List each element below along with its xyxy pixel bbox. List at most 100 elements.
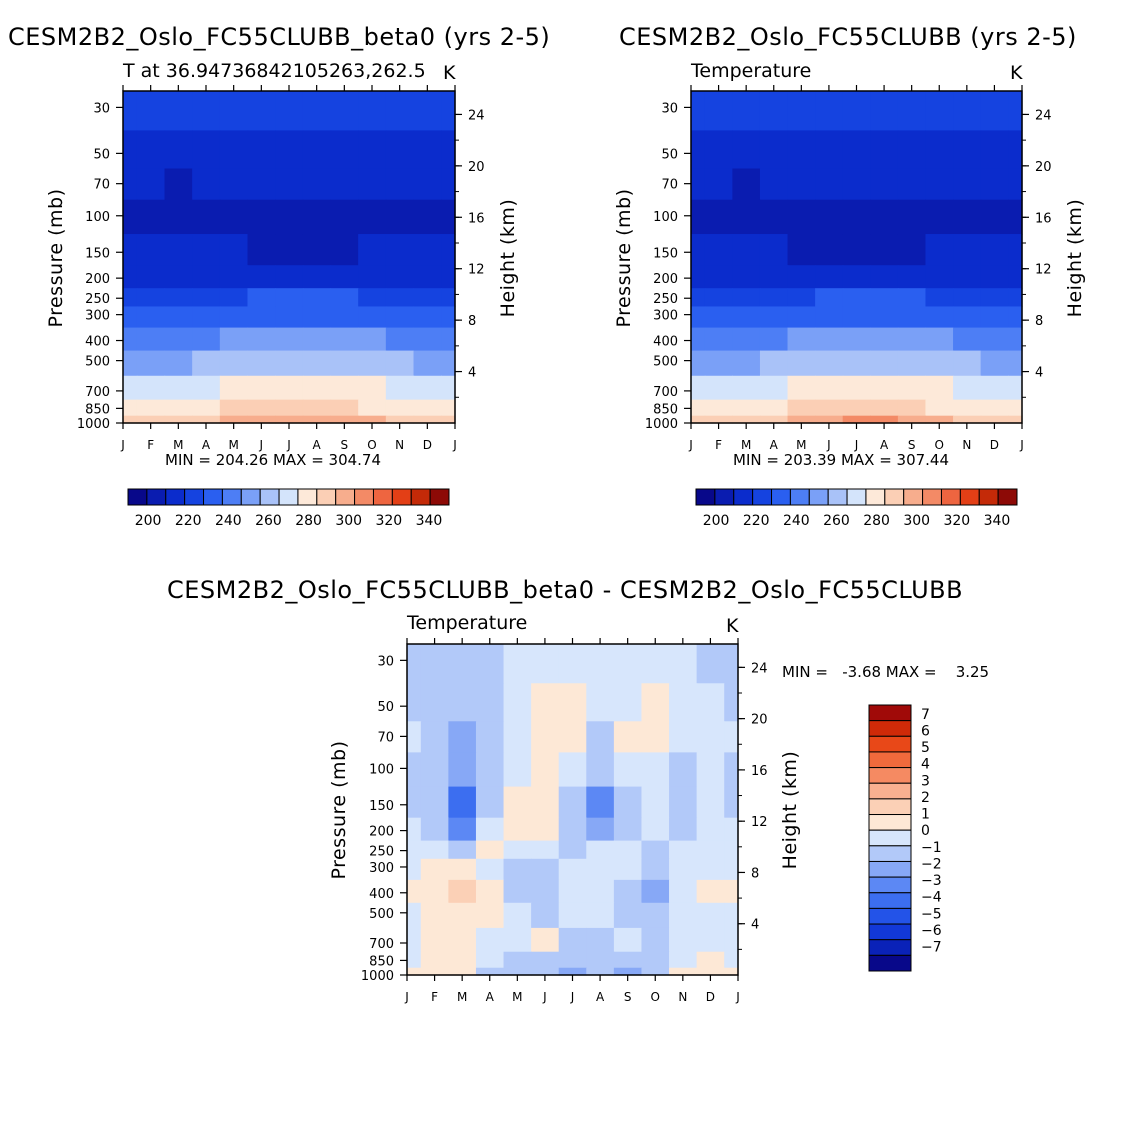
panel2-cell xyxy=(815,234,844,266)
panel3-cell xyxy=(503,840,532,860)
panel1-cell xyxy=(413,234,442,266)
panel1-cell xyxy=(275,234,304,266)
panel3-cell xyxy=(407,879,422,904)
panel2-cell xyxy=(759,288,789,308)
panel2-cell xyxy=(704,265,733,289)
panel2-cell xyxy=(691,350,706,377)
panel3-y2tick-label: 16 xyxy=(751,764,768,779)
panel2-ytick-label: 850 xyxy=(653,402,678,417)
panel2-cell xyxy=(953,350,982,377)
panel3-colorbar-label: −6 xyxy=(921,923,942,939)
panel3-colorbar-box xyxy=(868,720,912,737)
panel3-cell xyxy=(613,840,643,860)
panel2-cell xyxy=(1008,199,1023,235)
panel1-cell xyxy=(247,130,276,170)
panel2-colorbar-box xyxy=(752,488,773,506)
panel3-cell xyxy=(420,644,449,684)
panel1-ytick-label: 200 xyxy=(85,272,110,287)
panel2-cell xyxy=(842,375,871,401)
panel1-cell xyxy=(192,234,221,266)
panel1-cell xyxy=(302,399,332,417)
panel3-cell xyxy=(613,752,643,788)
panel2-cell xyxy=(815,375,844,401)
panel1-cell xyxy=(441,199,456,235)
panel1-cell xyxy=(441,327,456,352)
panel1-colorbar-box xyxy=(335,488,356,506)
panel3-cell xyxy=(669,683,698,722)
panel1-y2tick-label: 16 xyxy=(468,211,485,226)
panel3-cell xyxy=(448,752,477,788)
panel2-cell xyxy=(953,399,982,417)
panel1-cell xyxy=(275,399,304,417)
panel1-cell xyxy=(136,375,166,401)
panel1-colorbar-box xyxy=(429,488,450,506)
panel3-ytick-label: 850 xyxy=(369,954,394,969)
panel2-cell xyxy=(787,130,816,170)
panel3-cell xyxy=(420,951,449,969)
panel3-cell xyxy=(613,902,643,929)
panel2-colorbar-box xyxy=(978,488,999,506)
panel2-colorbar-box xyxy=(940,488,961,506)
panel3-cell xyxy=(475,644,505,684)
panel2-cell xyxy=(704,168,733,201)
panel3-cell xyxy=(531,786,560,819)
panel1-cell xyxy=(302,327,332,352)
panel2-cell xyxy=(842,399,871,417)
panel1-cell xyxy=(192,306,221,329)
panel2-y2tick-label: 4 xyxy=(1035,366,1043,381)
panel2-cell xyxy=(980,130,1009,170)
panel2-cell xyxy=(704,375,733,401)
panel2-cell xyxy=(732,399,761,417)
panel2-cell xyxy=(691,234,706,266)
panel3-colorbar-label: 3 xyxy=(921,773,930,789)
panel2-ytick-label: 250 xyxy=(653,292,678,307)
panel3-colorbar-label: −3 xyxy=(921,873,942,889)
panel1-colorbar-box xyxy=(297,488,318,506)
panel1-cell xyxy=(123,375,138,401)
panel2-cell xyxy=(870,91,899,131)
panel2-colorbar-box xyxy=(903,488,924,506)
panel3-xtick-label: S xyxy=(624,990,632,1004)
panel2-cell xyxy=(1008,234,1023,266)
panel1-cell xyxy=(441,399,456,417)
panel1-cell xyxy=(413,130,442,170)
panel3-cell xyxy=(475,902,505,929)
panel1-colorbar-box xyxy=(184,488,205,506)
panel1-cell xyxy=(385,265,415,289)
panel3-cell xyxy=(475,752,505,788)
panel2-cell xyxy=(759,130,789,170)
panel2-cell xyxy=(953,375,982,401)
panel1-cell xyxy=(358,91,387,131)
panel1-ytick-label: 150 xyxy=(85,246,110,261)
panel2-colorbar-box xyxy=(922,488,942,506)
panel1-cell xyxy=(441,168,456,201)
panel1-cell xyxy=(136,265,166,289)
panel2-xtick-label: J xyxy=(1019,438,1024,452)
panel3-cell xyxy=(696,858,725,881)
panel1-cell xyxy=(123,199,138,235)
panel2-cell xyxy=(732,306,761,329)
panel2-cell xyxy=(704,306,733,329)
panel1-cell xyxy=(136,91,166,131)
panel2-cell xyxy=(787,375,816,401)
panel1-cell xyxy=(123,265,138,289)
panel2-cell xyxy=(980,199,1009,235)
panel1-cell xyxy=(385,288,415,308)
panel1-cell xyxy=(358,199,387,235)
panel1-cell xyxy=(330,327,359,352)
panel2-cell xyxy=(787,350,816,377)
panel2-xtick-label: S xyxy=(908,438,916,452)
panel3-cell xyxy=(531,752,560,788)
panel1-xtick-label: M xyxy=(228,438,238,452)
panel2-cell xyxy=(1008,306,1023,329)
panel1-cell xyxy=(247,415,276,424)
panel3-cell xyxy=(420,840,449,860)
panel3-cell xyxy=(407,644,422,684)
panel1-cell xyxy=(275,350,304,377)
panel1-colorbar-box xyxy=(391,488,412,506)
panel3-cell xyxy=(724,683,739,722)
panel1-cell xyxy=(247,265,276,289)
panel1-cell xyxy=(136,306,166,329)
panel3-cell xyxy=(586,644,615,684)
